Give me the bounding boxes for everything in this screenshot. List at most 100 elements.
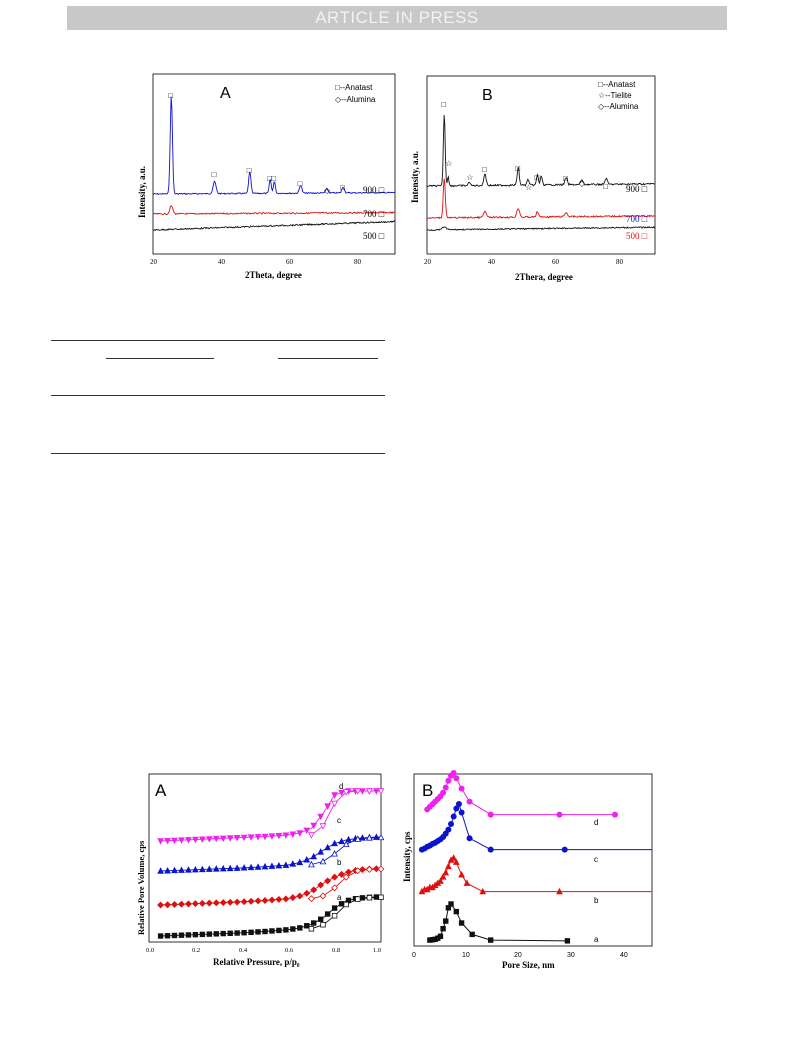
peak-marker: □ bbox=[267, 174, 272, 183]
fig2-panel-b: B Intensity, cps Pore Size, nm 0 10 20 3… bbox=[402, 770, 653, 970]
article-in-press-banner: ARTICLE IN PRESS bbox=[67, 6, 727, 30]
psd-point-c bbox=[458, 809, 465, 816]
psd-point-b bbox=[479, 887, 487, 895]
psd-point-b bbox=[445, 862, 452, 870]
psd-point-d bbox=[466, 798, 473, 805]
psd-point-c bbox=[453, 805, 460, 812]
adsorption-point-c bbox=[317, 848, 325, 855]
x-tick-0.6: 0.6 bbox=[285, 947, 294, 954]
desorption-point-a bbox=[343, 901, 349, 908]
adsorption-point-b bbox=[310, 886, 318, 894]
adsorption-point-b bbox=[289, 894, 297, 902]
desorption-point-a bbox=[331, 913, 338, 919]
adsorption-point-c bbox=[261, 862, 269, 870]
adsorption-point-a bbox=[338, 901, 345, 907]
desorption-point-d bbox=[319, 823, 327, 830]
adsorption-point-a bbox=[199, 931, 206, 938]
adsorption-point-b bbox=[282, 895, 290, 903]
adsorption-point-d bbox=[247, 834, 255, 841]
adsorption-point-a bbox=[290, 926, 296, 932]
psd-point-d bbox=[442, 784, 449, 791]
adsorption-point-d bbox=[254, 834, 262, 841]
adsorption-point-b bbox=[331, 873, 339, 881]
psd-point-a bbox=[469, 931, 475, 938]
adsorption-point-a bbox=[276, 927, 282, 934]
x-tick-0: 0.0 bbox=[146, 947, 154, 954]
adsorption-point-d bbox=[296, 830, 304, 837]
adsorption-point-b bbox=[157, 901, 165, 909]
adsorption-point-d bbox=[331, 792, 338, 799]
panel-label: A bbox=[155, 781, 167, 800]
psd-point-c bbox=[561, 846, 568, 853]
adsorption-point-d bbox=[233, 835, 241, 842]
adsorption-point-b bbox=[164, 901, 172, 909]
adsorption-point-c bbox=[310, 852, 318, 860]
xrd-curve-900 bbox=[426, 114, 656, 188]
adsorption-point-c bbox=[205, 865, 213, 872]
adsorption-point-d bbox=[324, 803, 331, 810]
peak-marker: □ bbox=[298, 179, 303, 188]
desorption-point-c bbox=[342, 840, 350, 848]
psd-point-b bbox=[463, 879, 471, 886]
desorption-point-d bbox=[377, 788, 385, 795]
adsorption-point-b bbox=[184, 900, 192, 908]
psd-point-a bbox=[453, 908, 460, 915]
adsorption-point-d bbox=[199, 836, 206, 843]
x-tick-10: 10 bbox=[462, 952, 470, 959]
adsorption-point-d bbox=[261, 833, 269, 841]
adsorption-point-c bbox=[171, 866, 178, 874]
psd-point-c bbox=[445, 826, 452, 833]
curve-label-900: 900 □ bbox=[626, 184, 648, 194]
desorption-point-b bbox=[307, 895, 315, 903]
adsorption-point-c bbox=[178, 866, 185, 873]
adsorption-point-d bbox=[240, 834, 248, 842]
adsorption-point-a bbox=[227, 930, 233, 936]
adsorption-point-b bbox=[247, 897, 255, 905]
peak-marker: □ bbox=[212, 170, 217, 179]
adsorption-point-b bbox=[261, 897, 269, 904]
adsorption-point-c bbox=[303, 856, 311, 863]
fig2-panel-a: A Relative Pore Volume, cps Relative Pre… bbox=[136, 773, 385, 967]
adsorption-point-c bbox=[185, 866, 192, 873]
peak-marker: □ bbox=[441, 100, 446, 109]
adsorption-point-b bbox=[240, 898, 248, 906]
adsorption-point-d bbox=[275, 832, 283, 840]
adsorption-point-d bbox=[185, 837, 192, 844]
peak-marker: □ bbox=[340, 183, 345, 192]
fig1-panel-b: B □--Anatast ☆--Tielite ◇--Alumina Inten… bbox=[410, 75, 656, 282]
psd-point-d bbox=[440, 789, 447, 796]
x-tick-40: 40 bbox=[218, 258, 226, 266]
adsorption-point-d bbox=[178, 837, 185, 844]
desorption-point-c bbox=[331, 850, 338, 857]
peak-marker: □ bbox=[168, 91, 173, 100]
adsorption-point-a bbox=[324, 911, 331, 917]
psd-point-b bbox=[450, 854, 458, 861]
psd-point-d bbox=[450, 770, 457, 776]
peak-marker: □ bbox=[603, 182, 608, 191]
psd-point-a bbox=[448, 901, 454, 907]
x-tick-40: 40 bbox=[488, 258, 496, 266]
banner-text: ARTICLE IN PRESS bbox=[315, 8, 479, 27]
psd-point-b bbox=[556, 887, 563, 895]
adsorption-point-c bbox=[247, 863, 255, 871]
adsorption-point-b bbox=[205, 899, 213, 907]
adsorption-point-d bbox=[310, 822, 318, 830]
adsorption-point-d bbox=[226, 835, 234, 842]
adsorption-point-d bbox=[373, 788, 380, 795]
adsorption-point-a bbox=[248, 929, 254, 936]
psd-point-d bbox=[453, 775, 460, 782]
psd-point-d bbox=[556, 811, 563, 818]
adsorption-point-a bbox=[255, 929, 261, 935]
adsorption-point-b bbox=[268, 896, 276, 904]
adsorption-point-c bbox=[219, 864, 227, 872]
adsorption-point-c bbox=[345, 835, 352, 843]
desorption-point-d bbox=[366, 788, 373, 795]
x-tick-20: 20 bbox=[514, 952, 522, 959]
adsorption-point-c bbox=[192, 865, 199, 873]
desorption-point-b bbox=[342, 873, 350, 881]
psd-point-c bbox=[450, 813, 457, 820]
x-tick-0.4: 0.4 bbox=[239, 947, 248, 954]
adsorption-point-a bbox=[262, 928, 268, 935]
desorption-point-a bbox=[366, 895, 373, 901]
x-tick-1.0: 1.0 bbox=[373, 947, 381, 954]
